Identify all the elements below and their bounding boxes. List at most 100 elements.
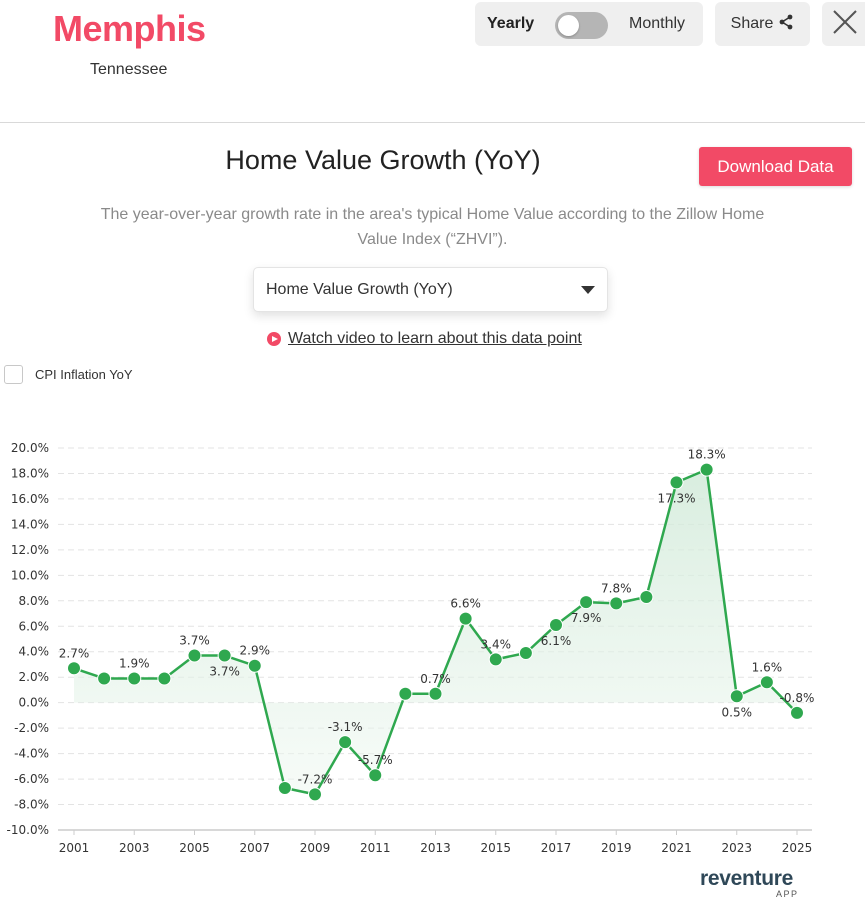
y-tick-label: 8.0%	[19, 594, 50, 608]
cpi-inflation-option[interactable]: CPI Inflation YoY	[4, 365, 133, 384]
area-fill	[74, 469, 797, 795]
y-tick-label: 12.0%	[11, 543, 49, 557]
data-point[interactable]	[458, 611, 473, 626]
x-tick-label: 2025	[782, 841, 813, 855]
x-tick-label: 2019	[601, 841, 632, 855]
data-label: 17.3%	[657, 491, 695, 505]
y-tick-label: -2.0%	[14, 721, 49, 735]
y-tick-label: 20.0%	[11, 441, 49, 455]
data-point[interactable]	[488, 652, 503, 667]
reventure-logo: reventure	[700, 867, 794, 890]
close-icon	[832, 9, 858, 40]
x-tick-label: 2009	[300, 841, 331, 855]
data-label: 3.7%	[209, 665, 240, 679]
y-tick-label: -4.0%	[14, 747, 49, 761]
x-tick-label: 2023	[721, 841, 752, 855]
y-tick-label: 4.0%	[19, 645, 50, 659]
yearly-label[interactable]: Yearly	[487, 15, 535, 32]
y-tick-label: 16.0%	[11, 492, 49, 506]
x-tick-label: 2007	[239, 841, 270, 855]
share-icon	[778, 14, 794, 35]
cpi-inflation-label: CPI Inflation YoY	[35, 367, 133, 382]
metric-select-value: Home Value Growth (YoY)	[266, 280, 453, 298]
data-label: 0.7%	[420, 672, 451, 686]
data-point[interactable]	[609, 596, 624, 611]
data-point[interactable]	[428, 686, 443, 701]
data-point[interactable]	[277, 780, 292, 795]
data-label: 1.9%	[119, 656, 150, 670]
metric-select[interactable]: Home Value Growth (YoY)	[253, 267, 608, 312]
data-label: 6.1%	[541, 634, 572, 648]
metric-description: The year-over-year growth rate in the ar…	[100, 206, 765, 248]
data-point[interactable]	[67, 661, 81, 676]
reventure-logo-sub: APP	[776, 889, 799, 899]
data-point[interactable]	[669, 475, 684, 490]
chart-title: Home Value Growth (YoY)	[225, 145, 541, 175]
data-point[interactable]	[699, 462, 714, 477]
x-tick-label: 2011	[360, 841, 391, 855]
data-label: 0.5%	[722, 705, 753, 719]
watch-video-text: Watch video to learn about this data poi…	[288, 330, 582, 347]
data-label: -3.1%	[328, 720, 363, 734]
data-label: 1.6%	[752, 660, 783, 674]
data-label: 2.9%	[240, 644, 271, 658]
y-tick-label: -6.0%	[14, 772, 49, 786]
data-point[interactable]	[127, 671, 142, 686]
watch-video-link[interactable]: Watch video to learn about this data poi…	[267, 330, 582, 348]
x-tick-label: 2017	[541, 841, 572, 855]
data-point[interactable]	[157, 671, 172, 686]
y-tick-label: -8.0%	[14, 798, 49, 812]
share-button[interactable]: Share	[715, 2, 810, 46]
data-label: 18.3%	[688, 448, 726, 462]
data-point[interactable]	[518, 646, 533, 661]
share-label: Share	[730, 15, 774, 32]
data-point[interactable]	[579, 595, 594, 610]
data-label: 6.6%	[450, 597, 481, 611]
data-label: -0.8%	[780, 691, 815, 705]
data-point[interactable]	[639, 589, 654, 604]
y-tick-label: 6.0%	[19, 619, 50, 633]
x-tick-label: 2001	[59, 841, 90, 855]
state-name: Tennessee	[90, 61, 168, 78]
close-button[interactable]	[822, 2, 865, 46]
y-tick-label: 0.0%	[19, 696, 50, 710]
data-point[interactable]	[247, 658, 262, 673]
x-tick-label: 2021	[661, 841, 692, 855]
toggle-knob	[558, 15, 579, 36]
data-point[interactable]	[97, 671, 112, 686]
x-tick-label: 2003	[119, 841, 150, 855]
data-label: -7.2%	[298, 772, 333, 786]
data-point[interactable]	[308, 787, 322, 802]
data-label: 2.7%	[59, 646, 90, 660]
header-divider	[0, 122, 865, 123]
data-label: 7.8%	[601, 581, 632, 595]
frequency-toggle-group: Yearly Monthly	[475, 2, 703, 46]
download-data-button[interactable]: Download Data	[699, 147, 852, 186]
data-label: 7.9%	[571, 611, 602, 625]
cpi-inflation-checkbox[interactable]	[4, 365, 23, 384]
data-point[interactable]	[187, 648, 202, 663]
data-label: -5.7%	[358, 753, 393, 767]
y-tick-label: -10.0%	[7, 823, 49, 837]
data-label: 3.7%	[179, 634, 210, 648]
data-point[interactable]	[217, 648, 232, 663]
y-tick-label: 14.0%	[11, 517, 49, 531]
data-point[interactable]	[368, 768, 383, 783]
data-label: 3.4%	[481, 637, 512, 651]
home-value-growth-chart: 20.0% 18.0% 16.0% 14.0% 12.0% 10.0% 8.0% 6.0% 4.…	[7, 441, 815, 855]
data-point[interactable]	[338, 735, 353, 750]
data-point[interactable]	[729, 689, 744, 704]
data-point[interactable]	[398, 686, 413, 701]
x-tick-label: 2015	[480, 841, 511, 855]
y-tick-label: 10.0%	[11, 568, 49, 582]
play-icon	[267, 332, 281, 346]
y-tick-label: 18.0%	[11, 466, 49, 480]
caret-down-icon	[581, 286, 595, 294]
data-point[interactable]	[759, 675, 774, 690]
data-point[interactable]	[549, 617, 563, 632]
monthly-label[interactable]: Monthly	[629, 15, 686, 32]
city-name: Memphis	[53, 8, 206, 49]
frequency-toggle-switch[interactable]	[555, 12, 608, 39]
data-point[interactable]	[790, 705, 804, 720]
x-tick-label: 2005	[179, 841, 210, 855]
